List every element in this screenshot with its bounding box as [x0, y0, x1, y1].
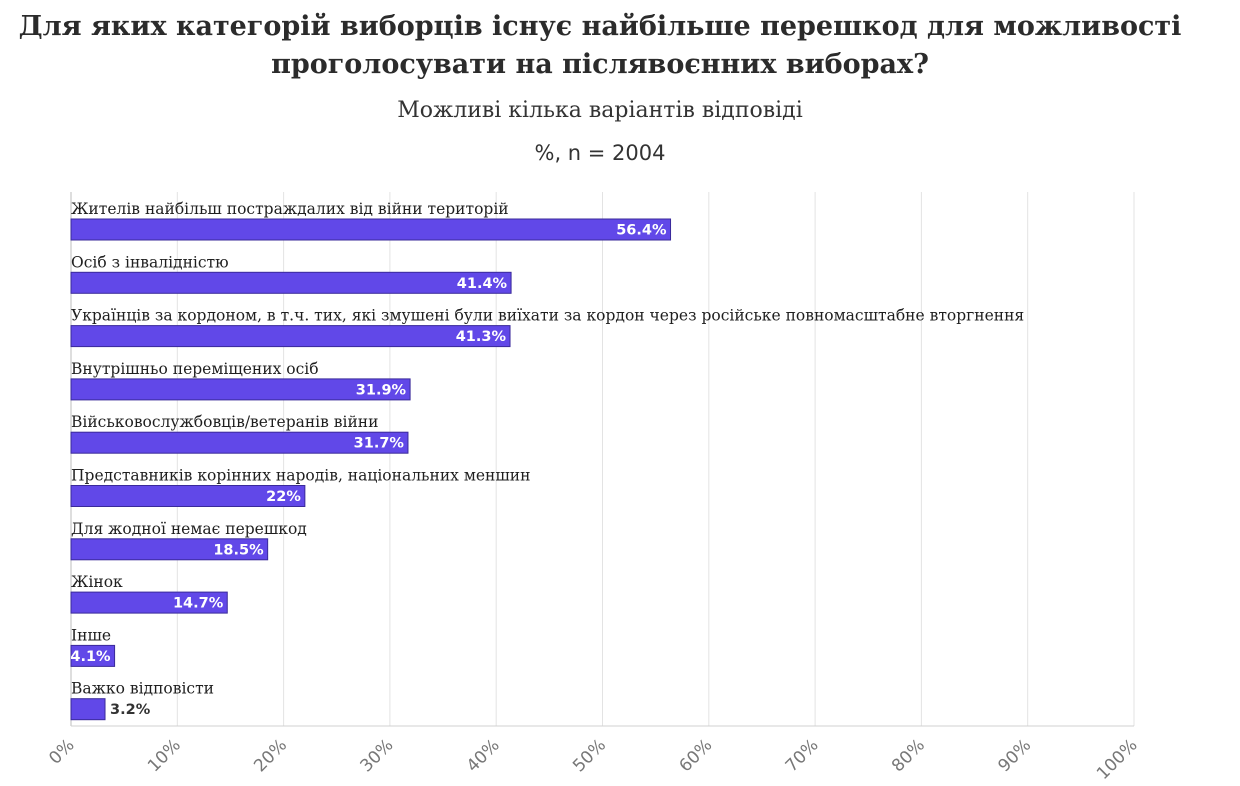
- x-tick-label: 20%: [250, 735, 291, 776]
- category-label: Осіб з інвалідністю: [71, 253, 229, 271]
- bar: [70, 271, 512, 294]
- category-label: Військовослужбовців/ветеранів війни: [71, 413, 378, 431]
- data-label: 31.9%: [356, 382, 407, 398]
- data-label: 41.4%: [457, 276, 508, 292]
- data-label: 41.3%: [456, 329, 507, 345]
- category-label: Важко відповісти: [71, 680, 214, 698]
- data-label: 22%: [266, 489, 301, 505]
- category-label: Жінок: [71, 573, 123, 591]
- bar: [70, 218, 672, 241]
- data-label: 3.2%: [110, 702, 151, 718]
- chart-title-line-1: Для яких категорій виборців існує найбіл…: [18, 11, 1182, 42]
- data-label: 4.1%: [70, 649, 111, 665]
- category-label: Представників корінних народів, націонал…: [71, 467, 530, 485]
- data-label: 31.7%: [354, 436, 405, 452]
- category-label: Внутрішньо переміщених осіб: [71, 360, 319, 378]
- category-label: Українців за кордоном, в т.ч. тих, які з…: [71, 307, 1024, 325]
- x-tick-label: 30%: [357, 735, 398, 776]
- chart-unit-label: %, n = 2004: [534, 141, 666, 165]
- x-tick-label: 60%: [675, 735, 716, 776]
- x-tick-label: 70%: [782, 735, 823, 776]
- x-tick-label: 10%: [144, 735, 185, 776]
- bar: [70, 644, 116, 667]
- data-label: 56.4%: [616, 223, 667, 239]
- x-tick-label: 0%: [45, 735, 78, 768]
- x-tick-label: 80%: [888, 735, 929, 776]
- bar: [70, 431, 409, 454]
- x-tick-label: 40%: [463, 735, 504, 776]
- bar: [70, 378, 411, 401]
- category-label: Жителів найбільш постраждалих від війни …: [71, 200, 509, 218]
- x-tick-label: 90%: [994, 735, 1035, 776]
- category-label: Інше: [71, 626, 111, 644]
- bar: [70, 591, 228, 614]
- bar: [70, 485, 306, 507]
- chart-subtitle: Можливі кілька варіантів відповіді: [397, 98, 803, 123]
- chart-title: Для яких категорій виборців існує найбіл…: [0, 8, 1200, 84]
- x-tick-label: 50%: [569, 735, 610, 776]
- data-label: 18.5%: [213, 542, 264, 558]
- chart-title-line-2: проголосувати на післявоєнних виборах?: [271, 49, 929, 80]
- x-tick-label: 100%: [1093, 735, 1142, 784]
- data-label: 14.7%: [173, 596, 224, 612]
- bar: [70, 325, 511, 348]
- category-label: Для жодної немає перешкод: [71, 520, 307, 538]
- bar: [70, 698, 106, 721]
- bar: [70, 538, 269, 561]
